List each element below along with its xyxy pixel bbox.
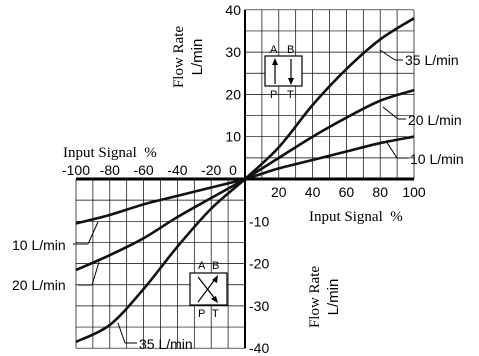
x-axis-label-left: Input Signal % xyxy=(63,145,157,161)
y-tick-label: -30 xyxy=(249,298,269,314)
valve-symbol-crossed: A B P T xyxy=(189,260,228,320)
x-tick-label: -80 xyxy=(100,162,120,178)
symbol-upper-b: B xyxy=(287,44,294,56)
x-axis-label-right: Input Signal % xyxy=(309,209,403,225)
valve-symbol-straight: A B P T xyxy=(264,44,303,101)
x-tick-label: 0 xyxy=(229,162,237,178)
label-20-lower: 20 L/min xyxy=(12,277,66,293)
y-tick-label: 30 xyxy=(225,44,241,60)
symbol-lower-t: T xyxy=(212,308,219,320)
label-10-lower: 10 L/min xyxy=(12,237,66,253)
symbol-upper-a: A xyxy=(270,44,278,56)
x-tick-label: -100 xyxy=(62,162,90,178)
x-tick-label: 80 xyxy=(372,184,388,200)
y-tick-label: -10 xyxy=(249,213,269,229)
y-tick-label: -20 xyxy=(249,256,269,272)
y-axis-label-upper-line1: Flow Rate xyxy=(171,26,187,88)
chart-tick-labels: 20 40 60 80 100 -100 -80 -60 -40 -20 0 10 20 30 40 -10 -… xyxy=(62,2,426,356)
y-axis-label-lower-line1: Flow Rate xyxy=(307,266,323,328)
y-axis-label-upper-line2: L/min xyxy=(189,39,206,76)
symbol-lower-b: B xyxy=(212,260,219,272)
label-35-lower: 35 L/min xyxy=(139,336,193,352)
y-axis-label-lower-line2: L/min xyxy=(325,279,342,316)
symbol-upper-t: T xyxy=(287,89,294,101)
y-tick-label: -40 xyxy=(249,340,269,356)
symbol-lower-p: P xyxy=(198,308,205,320)
x-tick-label: -60 xyxy=(133,162,153,178)
label-35-upper: 35 L/min xyxy=(405,52,459,68)
x-tick-label: 60 xyxy=(339,184,355,200)
label-20-upper: 20 L/min xyxy=(408,112,462,128)
x-tick-label: 100 xyxy=(402,184,426,200)
x-tick-label: -40 xyxy=(167,162,187,178)
y-tick-label: 10 xyxy=(225,129,241,145)
x-tick-label: 20 xyxy=(271,184,287,200)
y-tick-label: 40 xyxy=(225,2,241,18)
symbol-upper-p: P xyxy=(270,89,277,101)
lower-curve-labels: 10 L/min 20 L/min 35 L/min xyxy=(12,221,193,352)
x-tick-label: 40 xyxy=(305,184,321,200)
chart-curves xyxy=(75,17,415,344)
curve-10-l-min xyxy=(75,135,415,225)
y-tick-label: 20 xyxy=(225,86,241,102)
x-tick-label: -20 xyxy=(201,162,221,178)
upper-curve-labels: 35 L/min 20 L/min 10 L/min xyxy=(379,49,464,167)
label-10-upper: 10 L/min xyxy=(410,151,464,167)
symbol-lower-a: A xyxy=(198,260,206,272)
